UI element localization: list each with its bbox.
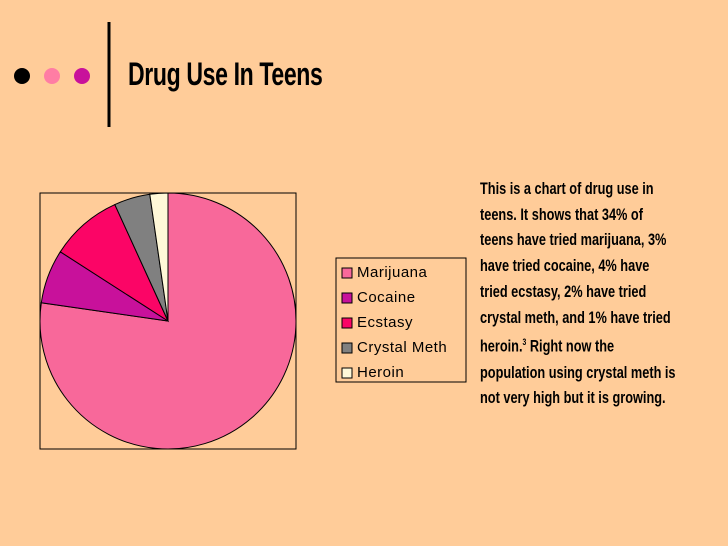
legend-box	[335, 257, 467, 383]
bullet-dot	[14, 68, 30, 84]
annotation: This is a chart of drug use in teens. It…	[480, 176, 677, 411]
legend-swatch	[341, 342, 353, 354]
legend: Marijuana Cocaine Ecstasy Crystal Meth Heroi…	[341, 264, 447, 381]
legend-label: Marijuana	[357, 264, 428, 281]
legend-swatch	[341, 367, 353, 379]
bullet-dot	[74, 68, 90, 84]
bullet-dot	[44, 68, 60, 84]
legend-swatch	[341, 317, 353, 329]
pie-slice	[149, 192, 169, 322]
legend-label: Crystal Meth	[357, 339, 447, 356]
legend-swatch	[341, 292, 353, 304]
annotation-text: This is a chart of drug use in teens. It…	[480, 179, 671, 356]
slide-title: Drug Use In Teens	[128, 56, 323, 92]
legend-swatch	[341, 267, 353, 279]
pie	[39, 192, 297, 450]
annotation-text: Right now the population using crystal m…	[480, 336, 676, 408]
pie-slice	[39, 192, 297, 450]
legend-label: Cocaine	[357, 289, 416, 306]
legend-label: Heroin	[357, 364, 404, 381]
legend-label: Ecstasy	[357, 314, 413, 331]
footnote-ref: 3	[522, 337, 527, 348]
